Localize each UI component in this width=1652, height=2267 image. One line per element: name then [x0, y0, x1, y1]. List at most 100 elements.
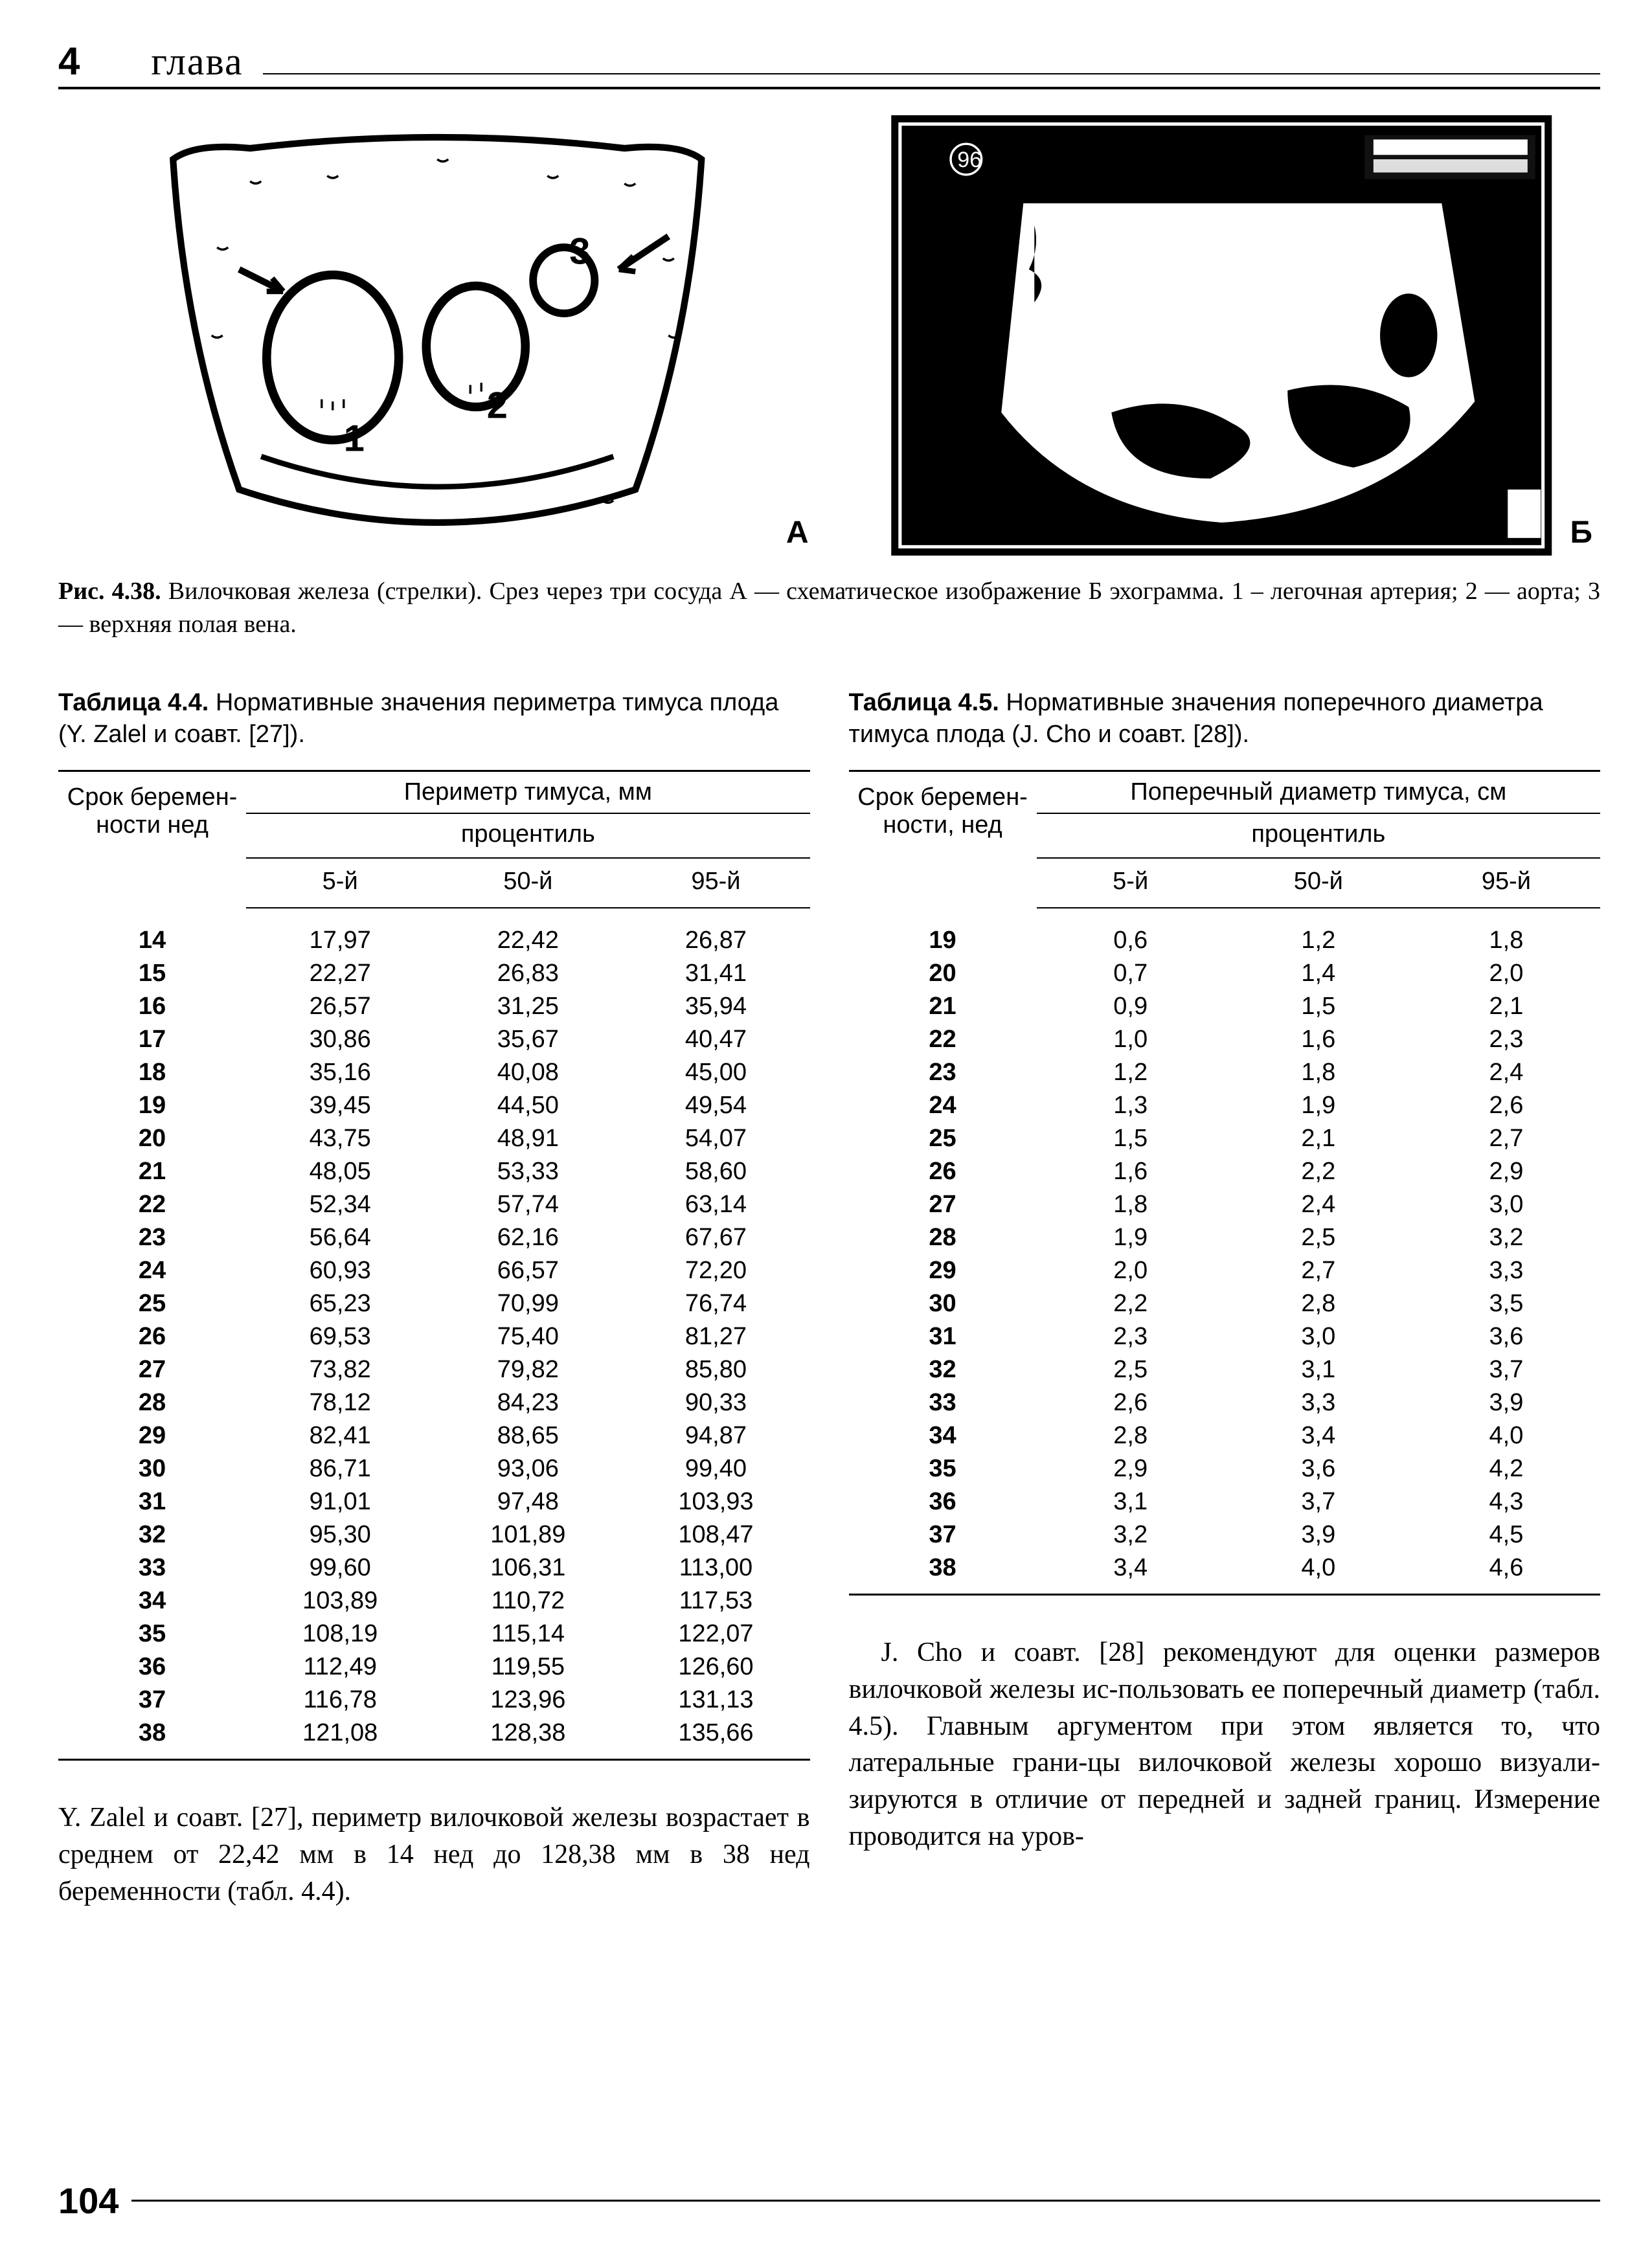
- value-cell: 67,67: [622, 1221, 809, 1254]
- table-row: 231,21,82,4: [849, 1056, 1601, 1089]
- value-cell: 126,60: [622, 1651, 809, 1684]
- week-cell: 31: [58, 1485, 246, 1518]
- value-cell: 3,7: [1412, 1353, 1600, 1386]
- table-row: 2148,0553,3358,60: [58, 1155, 810, 1188]
- table-row: 221,01,62,3: [849, 1023, 1601, 1056]
- week-cell: 35: [58, 1618, 246, 1651]
- table-row: 3191,0197,48103,93: [58, 1485, 810, 1518]
- value-cell: 103,89: [246, 1585, 434, 1618]
- value-cell: 101,89: [434, 1518, 622, 1551]
- value-cell: 3,0: [1412, 1188, 1600, 1221]
- week-cell: 30: [849, 1287, 1037, 1320]
- table-row: 2252,3457,7463,14: [58, 1188, 810, 1221]
- value-cell: 1,9: [1037, 1221, 1225, 1254]
- table44-caption-number: Таблица 4.4.: [58, 689, 209, 716]
- table44-rowhead: Срок беремен-ности нед: [58, 771, 246, 908]
- value-cell: 39,45: [246, 1089, 434, 1122]
- week-cell: 36: [58, 1651, 246, 1684]
- value-cell: 1,8: [1225, 1056, 1412, 1089]
- value-cell: 26,87: [622, 908, 809, 957]
- table45-body: 190,61,21,8200,71,42,0210,91,52,1221,01,…: [849, 908, 1601, 1595]
- value-cell: 22,27: [246, 957, 434, 990]
- value-cell: 3,4: [1037, 1551, 1225, 1595]
- value-cell: 88,65: [434, 1419, 622, 1452]
- value-cell: 35,94: [622, 990, 809, 1023]
- echogram-image: 96: [843, 115, 1601, 556]
- value-cell: 2,7: [1412, 1122, 1600, 1155]
- value-cell: 3,3: [1412, 1254, 1600, 1287]
- value-cell: 2,1: [1225, 1122, 1412, 1155]
- value-cell: 3,6: [1412, 1320, 1600, 1353]
- table-row: 302,22,83,5: [849, 1287, 1601, 1320]
- value-cell: 0,7: [1037, 957, 1225, 990]
- value-cell: 4,3: [1412, 1485, 1600, 1518]
- value-cell: 108,47: [622, 1518, 809, 1551]
- table-row: 1417,9722,4226,87: [58, 908, 810, 957]
- value-cell: 3,6: [1225, 1452, 1412, 1485]
- table-row: 352,93,64,2: [849, 1452, 1601, 1485]
- value-cell: 2,4: [1412, 1056, 1600, 1089]
- value-cell: 57,74: [434, 1188, 622, 1221]
- value-cell: 78,12: [246, 1386, 434, 1419]
- figure-b: 96 Б: [843, 115, 1601, 556]
- value-cell: 3,7: [1225, 1485, 1412, 1518]
- week-cell: 37: [58, 1684, 246, 1717]
- value-cell: 2,4: [1225, 1188, 1412, 1221]
- week-cell: 14: [58, 908, 246, 957]
- value-cell: 81,27: [622, 1320, 809, 1353]
- table-44: Срок беремен-ности нед Периметр тимуса, …: [58, 770, 810, 1761]
- value-cell: 95,30: [246, 1518, 434, 1551]
- value-cell: 122,07: [622, 1618, 809, 1651]
- table-row: 2773,8279,8285,80: [58, 1353, 810, 1386]
- value-cell: 1,8: [1037, 1188, 1225, 1221]
- schematic-drawing: 1 2 3: [58, 115, 817, 556]
- table-row: 2043,7548,9154,07: [58, 1122, 810, 1155]
- value-cell: 2,5: [1037, 1353, 1225, 1386]
- value-cell: 99,40: [622, 1452, 809, 1485]
- week-cell: 34: [58, 1585, 246, 1618]
- value-cell: 66,57: [434, 1254, 622, 1287]
- value-cell: 97,48: [434, 1485, 622, 1518]
- week-cell: 24: [849, 1089, 1037, 1122]
- value-cell: 2,7: [1225, 1254, 1412, 1287]
- table45-caption: Таблица 4.5. Нормативные значения попере…: [849, 687, 1601, 751]
- week-cell: 27: [849, 1188, 1037, 1221]
- table44-spanhead: Периметр тимуса, мм: [246, 771, 809, 814]
- value-cell: 22,42: [434, 908, 622, 957]
- table-row: 1626,5731,2535,94: [58, 990, 810, 1023]
- week-cell: 33: [849, 1386, 1037, 1419]
- value-cell: 1,5: [1037, 1122, 1225, 1155]
- value-cell: 1,6: [1037, 1155, 1225, 1188]
- value-cell: 0,6: [1037, 908, 1225, 957]
- value-cell: 93,06: [434, 1452, 622, 1485]
- value-cell: 94,87: [622, 1419, 809, 1452]
- value-cell: 84,23: [434, 1386, 622, 1419]
- table45-rowhead: Срок беремен-ности, нед: [849, 771, 1037, 908]
- value-cell: 85,80: [622, 1353, 809, 1386]
- value-cell: 65,23: [246, 1287, 434, 1320]
- week-cell: 38: [849, 1551, 1037, 1595]
- week-cell: 27: [58, 1353, 246, 1386]
- value-cell: 3,1: [1225, 1353, 1412, 1386]
- value-cell: 91,01: [246, 1485, 434, 1518]
- table-row: 1730,8635,6740,47: [58, 1023, 810, 1056]
- value-cell: 106,31: [434, 1551, 622, 1585]
- week-cell: 18: [58, 1056, 246, 1089]
- table-row: 383,44,04,6: [849, 1551, 1601, 1595]
- value-cell: 123,96: [434, 1684, 622, 1717]
- value-cell: 2,2: [1225, 1155, 1412, 1188]
- value-cell: 26,57: [246, 990, 434, 1023]
- value-cell: 75,40: [434, 1320, 622, 1353]
- value-cell: 108,19: [246, 1618, 434, 1651]
- figure-a-label: А: [786, 515, 809, 550]
- table-row: 3399,60106,31113,00: [58, 1551, 810, 1585]
- table-row: 373,23,94,5: [849, 1518, 1601, 1551]
- table45-subhead: процентиль: [1037, 813, 1600, 858]
- figure-caption-number: Рис. 4.38.: [58, 578, 161, 605]
- value-cell: 128,38: [434, 1717, 622, 1760]
- value-cell: 54,07: [622, 1122, 809, 1155]
- value-cell: 2,2: [1037, 1287, 1225, 1320]
- table-row: 2878,1284,2390,33: [58, 1386, 810, 1419]
- week-cell: 34: [849, 1419, 1037, 1452]
- week-cell: 38: [58, 1717, 246, 1760]
